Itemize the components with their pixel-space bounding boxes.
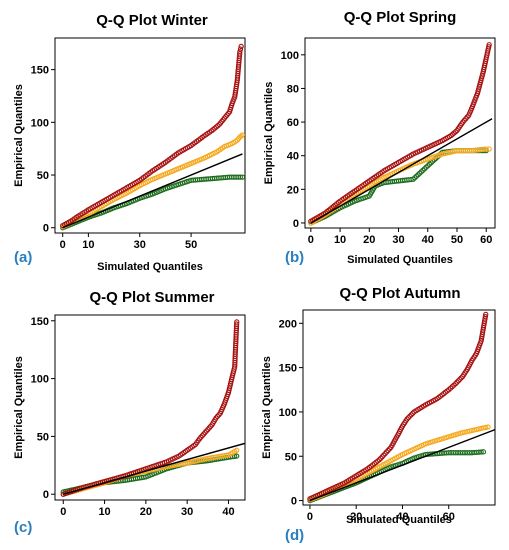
x-tick-label: 60 — [443, 511, 455, 523]
x-tick-label: 10 — [98, 506, 110, 518]
x-tick-label: 40 — [222, 506, 234, 518]
y-tick-label: 0 — [291, 496, 297, 508]
qq-panel-q-q-plot-summer: Q-Q Plot Summer 0 50 100 150 0 10 20 30 40 Empiric… — [13, 289, 246, 536]
plot-area — [308, 42, 493, 226]
panel-label: (b) — [285, 249, 304, 266]
chart-title: Q-Q Plot Winter — [96, 12, 208, 29]
plot-frame — [304, 37, 496, 229]
data-point — [234, 453, 240, 459]
y-tick-label: 100 — [31, 374, 49, 386]
y-tick-label: 0 — [43, 489, 49, 501]
qq-panel-q-q-plot-winter: Q-Q Plot Winter 0 50 100 150 0 10 30 50 Empirical… — [13, 12, 246, 273]
qq-panel-q-q-plot-spring: Q-Q Plot Spring 0 20 40 60 80 100 0 10 20 30 40 50 60… — [263, 9, 496, 266]
data-point — [234, 447, 240, 453]
x-tick-label: 40 — [422, 234, 434, 246]
data-point — [483, 311, 489, 318]
y-tick-label: 150 — [279, 363, 297, 375]
x-tick-label: 40 — [396, 511, 408, 523]
plot-area — [60, 319, 245, 497]
x-tick-label: 0 — [60, 239, 66, 251]
x-tick-label: 20 — [140, 506, 152, 518]
y-axis-label: Empirical Quantiles — [263, 82, 275, 185]
reference-line — [63, 442, 245, 495]
x-tick-label: 20 — [350, 511, 362, 523]
plot-frame — [54, 37, 246, 234]
y-tick-label: 0 — [293, 218, 299, 230]
x-tick-label: 10 — [334, 234, 346, 246]
x-tick-label: 0 — [60, 506, 66, 518]
y-tick-label: 20 — [287, 184, 299, 196]
reference-line — [310, 118, 493, 224]
panel-label: (a) — [14, 249, 32, 266]
y-axis-label: Empirical Quantiles — [13, 356, 25, 459]
x-axis-label: Simulated Quantiles — [346, 514, 452, 526]
plot-frame — [302, 309, 496, 506]
y-tick-label: 50 — [37, 431, 49, 443]
y-tick-label: 150 — [31, 316, 49, 328]
chart-title: Q-Q Plot Autumn — [339, 285, 460, 302]
data-point — [238, 43, 244, 50]
x-tick-label: 30 — [134, 239, 146, 251]
chart-title: Q-Q Plot Spring — [344, 9, 457, 26]
y-tick-label: 100 — [281, 50, 299, 62]
y-tick-label: 60 — [287, 117, 299, 129]
data-point — [486, 42, 492, 48]
x-axis-label: Simulated Quantiles — [97, 261, 203, 273]
reference-line — [309, 429, 495, 502]
y-tick-label: 80 — [287, 83, 299, 95]
panel-label: (c) — [14, 519, 32, 536]
y-tick-label: 0 — [43, 223, 49, 235]
x-tick-label: 30 — [181, 506, 193, 518]
y-tick-label: 200 — [279, 318, 297, 330]
x-tick-label: 50 — [185, 239, 197, 251]
plot-area — [60, 43, 245, 231]
x-tick-label: 0 — [307, 511, 313, 523]
y-tick-label: 50 — [37, 170, 49, 182]
qq-panel-q-q-plot-autumn: Q-Q Plot Autumn 0 50 100 150 200 0 20 40 60 Empiri… — [261, 285, 496, 544]
y-tick-label: 100 — [279, 407, 297, 419]
series-red — [60, 43, 244, 229]
data-point — [239, 174, 245, 180]
data-point — [234, 319, 240, 325]
y-tick-label: 40 — [287, 151, 299, 163]
x-tick-label: 10 — [82, 239, 94, 251]
y-axis-label: Empirical Quantiles — [261, 356, 273, 459]
x-tick-label: 0 — [308, 234, 314, 246]
data-point — [239, 132, 245, 138]
y-tick-label: 50 — [285, 451, 297, 463]
x-tick-label: 60 — [480, 234, 492, 246]
x-tick-label: 50 — [451, 234, 463, 246]
plot-area — [307, 311, 495, 504]
x-axis-label: Simulated Quantiles — [347, 254, 453, 266]
y-tick-label: 100 — [31, 117, 49, 129]
x-tick-label: 30 — [392, 234, 404, 246]
data-point — [486, 146, 492, 152]
data-point — [485, 424, 491, 430]
series-red — [60, 319, 240, 497]
x-tick-label: 20 — [363, 234, 375, 246]
chart-title: Q-Q Plot Summer — [89, 289, 214, 306]
data-point — [480, 449, 487, 455]
y-axis-label: Empirical Quantiles — [13, 84, 25, 187]
y-tick-label: 150 — [31, 65, 49, 77]
panel-label: (d) — [285, 527, 304, 544]
reference-line — [62, 153, 243, 229]
